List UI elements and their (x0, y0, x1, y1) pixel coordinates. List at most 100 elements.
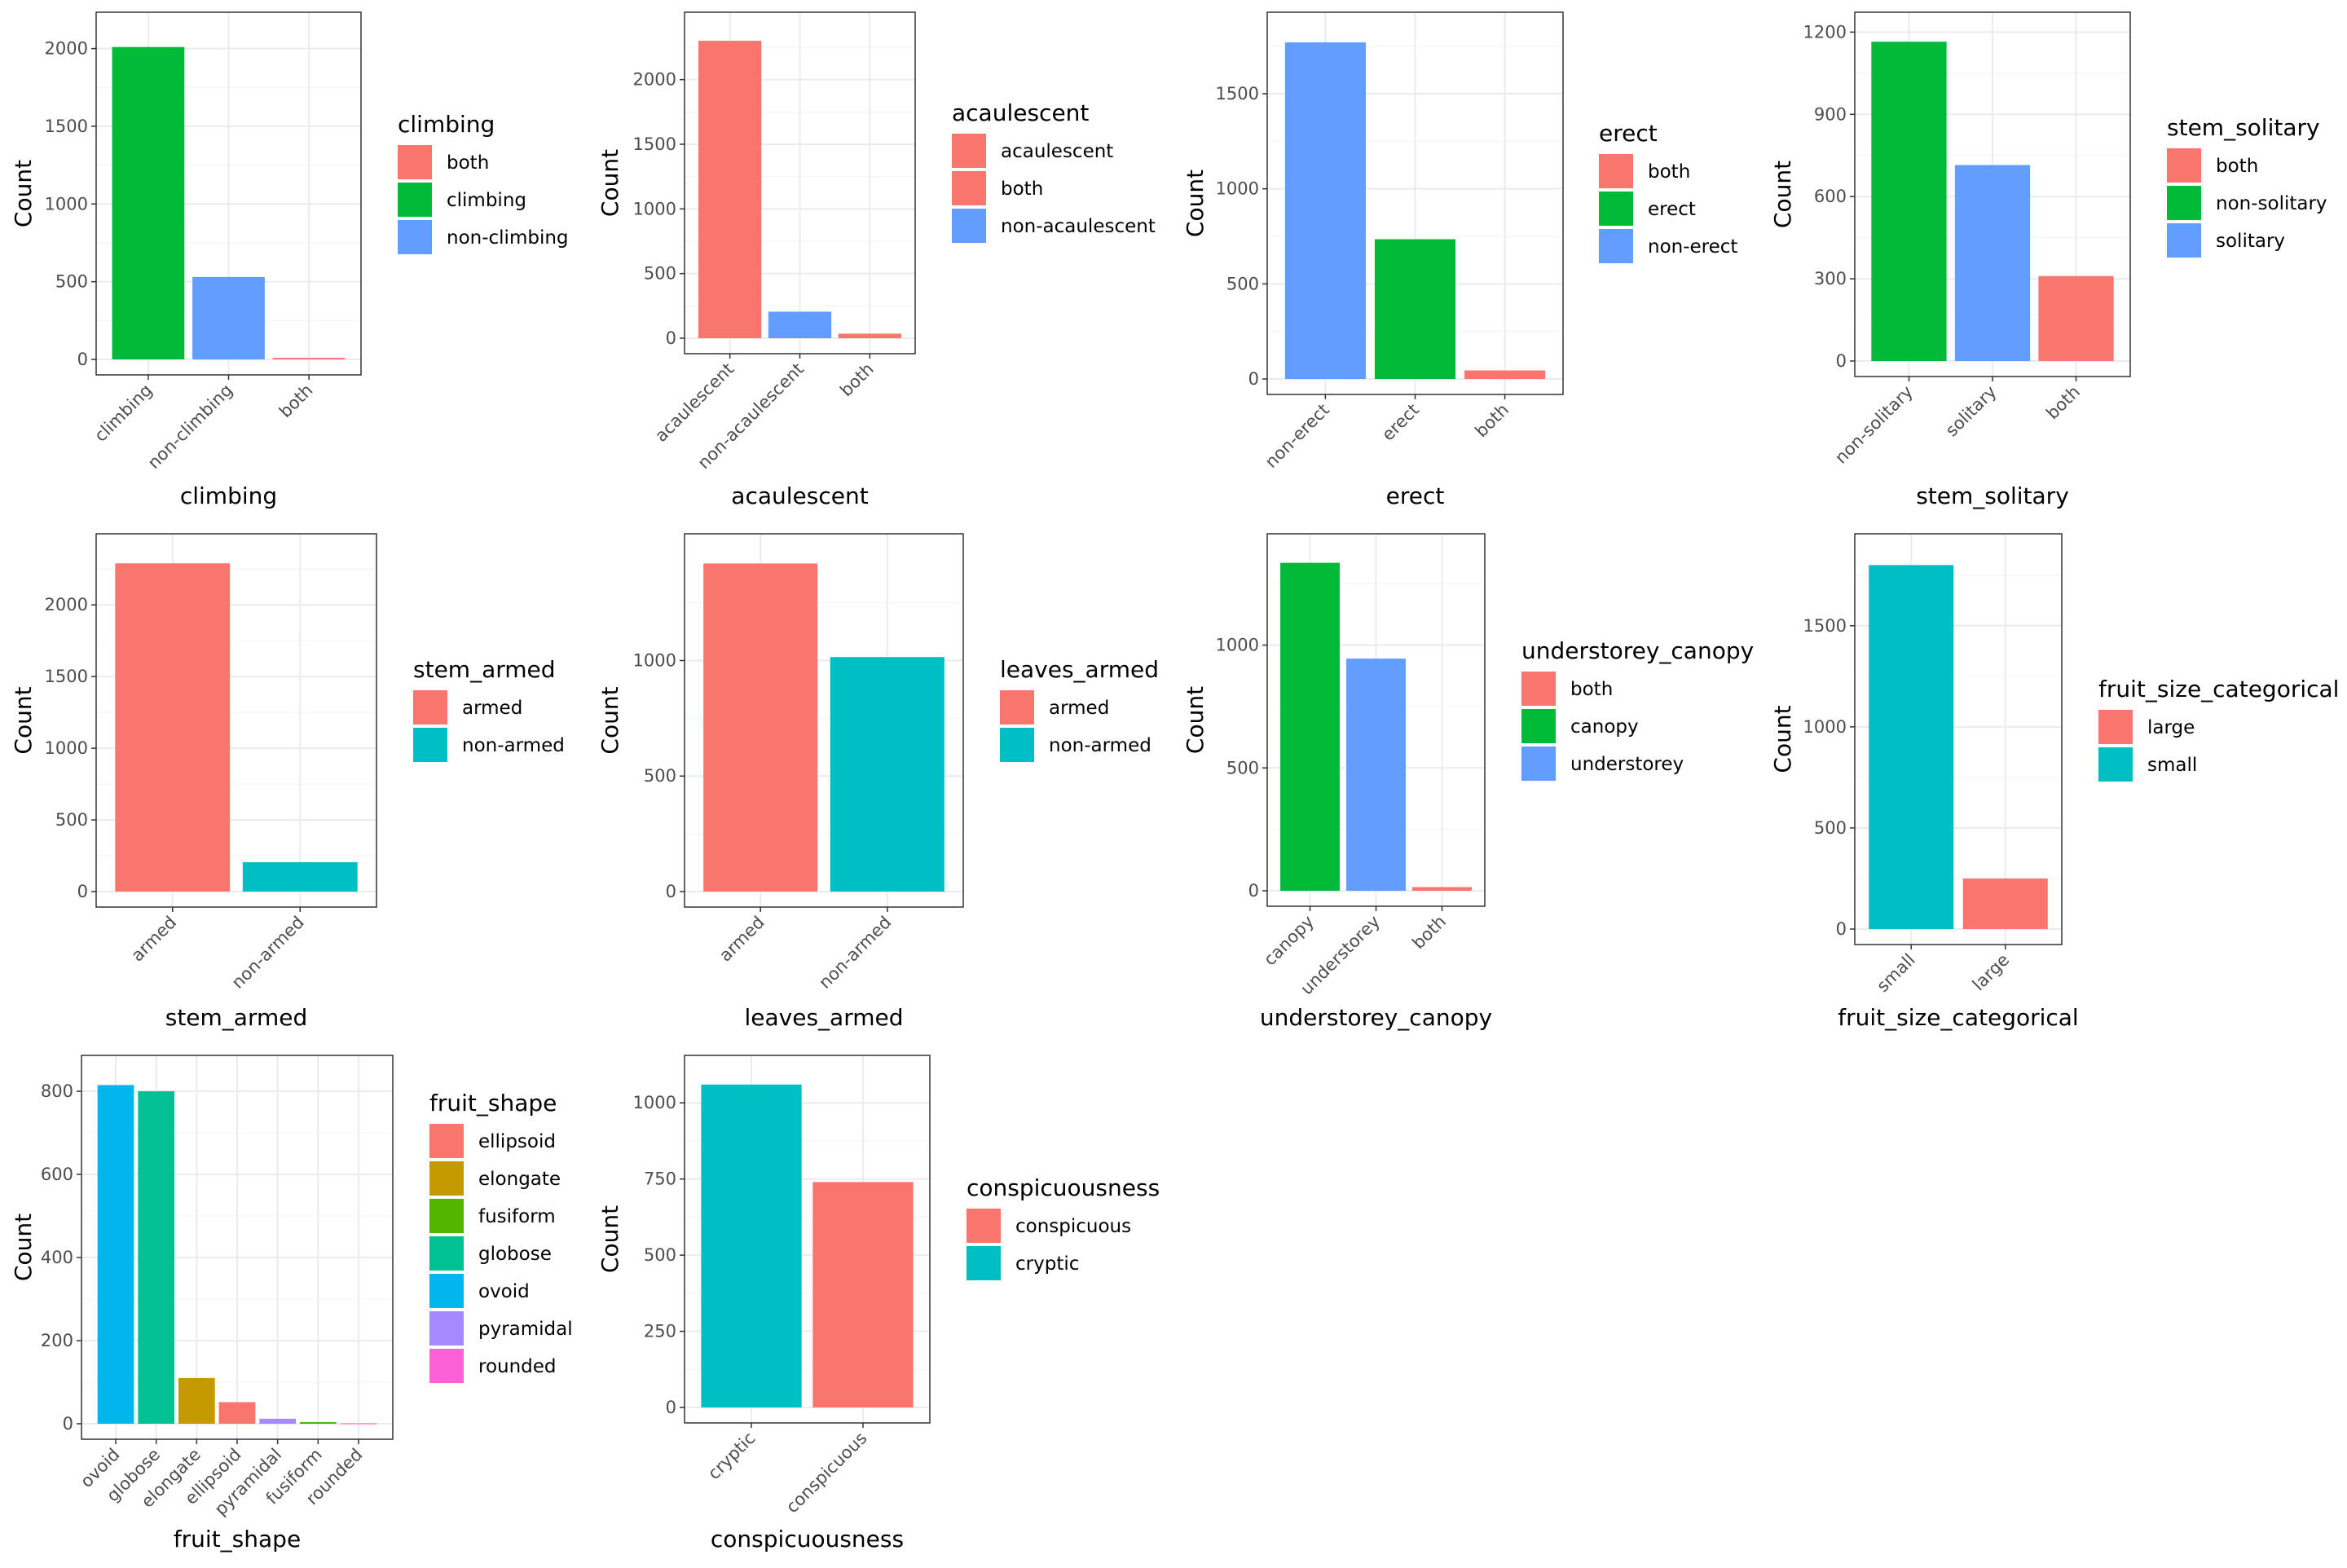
x-tick-label: armed (716, 913, 768, 966)
legend-key-canopy (1521, 709, 1556, 743)
legend-key-erect (1599, 192, 1633, 226)
legend-key-rounded (429, 1349, 464, 1383)
legend-label: conspicuous (1015, 1216, 1131, 1237)
legend-label: canopy (1570, 716, 1639, 738)
chart-7: 0 500 1000 canopy understorey both Count unders… (1182, 533, 1754, 1031)
y-tick-label: 0 (666, 328, 676, 348)
panel-border (684, 1055, 931, 1424)
legend-label: fusiform (478, 1206, 556, 1227)
y-tick-label: 0 (666, 882, 676, 901)
x-axis-title: leaves_armed (744, 1004, 903, 1031)
y-tick-label: 1000 (633, 199, 676, 218)
y-tick-label: 500 (644, 1245, 676, 1265)
legend-label: non-solitary (2216, 193, 2327, 214)
legend-label: non-climbing (447, 227, 569, 249)
legend-label: both (1001, 178, 1043, 200)
bar-elongate (178, 1377, 215, 1424)
y-axis-title: Count (597, 149, 623, 217)
bar-ovoid (97, 1085, 134, 1424)
x-tick-label: small (1873, 950, 1919, 997)
y-tick-label: 1500 (1803, 616, 1847, 636)
legend-label: ellipsoid (478, 1131, 556, 1152)
legend-key-globose (429, 1236, 464, 1271)
y-axis-title: Count (1769, 705, 1796, 773)
legend-title: understorey_canopy (1521, 637, 1754, 664)
legend-label: cryptic (1015, 1253, 1079, 1275)
legend-title: stem_solitary (2167, 114, 2320, 141)
bar-rounded (340, 1423, 377, 1425)
bar-non-armed (242, 861, 358, 892)
legend-key-pyramidal (429, 1311, 464, 1346)
bar-non-acaulescent (768, 311, 832, 338)
x-axis-title: fruit_size_categorical (1838, 1004, 2078, 1031)
y-tick-label: 0 (1836, 351, 1847, 371)
legend-key-non-armed (1000, 728, 1034, 762)
legend-key-both (952, 171, 986, 205)
y-axis-title: Count (597, 686, 623, 754)
y-tick-label: 400 (41, 1248, 73, 1267)
bar-globose (138, 1091, 175, 1424)
legend-title: climbing (398, 111, 495, 138)
x-axis-title: fruit_shape (174, 1526, 301, 1553)
y-tick-label: 2000 (633, 70, 676, 90)
legend-key-non-solitary (2167, 186, 2201, 220)
legend-key-large (2098, 710, 2133, 744)
y-tick-label: 500 (644, 264, 676, 284)
y-tick-label: 1000 (1803, 717, 1847, 737)
y-axis-title: Count (597, 1205, 623, 1273)
y-tick-label: 1000 (633, 1093, 676, 1112)
legend-key-ovoid (429, 1274, 464, 1308)
legend-key-acaulescent (952, 134, 986, 168)
legend-key-ellipsoid (429, 1124, 464, 1158)
legend: acaulescent acaulescent both non-acaulescen… (952, 99, 1156, 243)
legend-label: elongate (478, 1169, 561, 1190)
legend-title: erect (1599, 120, 1658, 147)
y-tick-label: 1000 (1216, 179, 1259, 199)
x-axis-title: acaulescent (731, 482, 868, 509)
y-tick-label: 2000 (45, 595, 88, 614)
legend-label: non-erect (1648, 236, 1737, 258)
x-tick-label: non-armed (228, 913, 308, 993)
bar-non-climbing (192, 276, 265, 359)
legend-label: both (2216, 156, 2258, 177)
x-axis-title: erect (1386, 482, 1445, 509)
chart-9: 0 200 400 600 800 ovoid globose elongate ellipso… (10, 1055, 573, 1553)
chart-8: 0 500 1000 1500 small large Count fruit_size_ca… (1769, 533, 2339, 1031)
x-tick-label: both (1408, 912, 1450, 954)
bar-small (1869, 565, 1954, 929)
legend-label: acaulescent (1001, 141, 1113, 162)
legend-key-non-acaulescent (952, 209, 986, 243)
x-tick-label: climbing (90, 381, 156, 446)
y-axis-title: Count (1182, 686, 1209, 754)
legend-label: erect (1648, 199, 1696, 220)
x-tick-label: both (275, 381, 317, 422)
bar-cryptic (701, 1084, 802, 1407)
legend-key-non-armed (413, 728, 447, 762)
y-tick-label: 0 (63, 1414, 73, 1434)
panel-border (684, 533, 964, 908)
y-tick-label: 1500 (45, 117, 88, 136)
y-tick-label: 500 (1226, 274, 1259, 293)
legend-key-armed (1000, 690, 1034, 725)
x-axis-title: climbing (180, 482, 277, 509)
chart-10: 0 250 500 750 1000 cryptic conspicuous Count con… (597, 1055, 1160, 1553)
legend-label: non-armed (462, 735, 565, 756)
y-tick-label: 0 (77, 882, 88, 901)
x-tick-label: conspicuous (782, 1429, 871, 1517)
bar-pyramidal (259, 1418, 297, 1424)
y-tick-label: 0 (1836, 919, 1847, 939)
y-tick-label: 0 (1248, 369, 1259, 389)
bar-both (838, 333, 901, 338)
legend-key-solitary (2167, 223, 2201, 258)
y-tick-label: 800 (41, 1081, 73, 1101)
legend-label: both (1648, 161, 1690, 183)
chart-4: 0 300 600 900 1200 non-solitary solitary both Co… (1769, 11, 2327, 509)
legend: fruit_shape ellipsoid elongate fusiform glob… (429, 1090, 573, 1383)
panel-border (95, 533, 377, 908)
x-tick-label: both (2042, 382, 2084, 424)
legend-key-both (1599, 154, 1633, 188)
